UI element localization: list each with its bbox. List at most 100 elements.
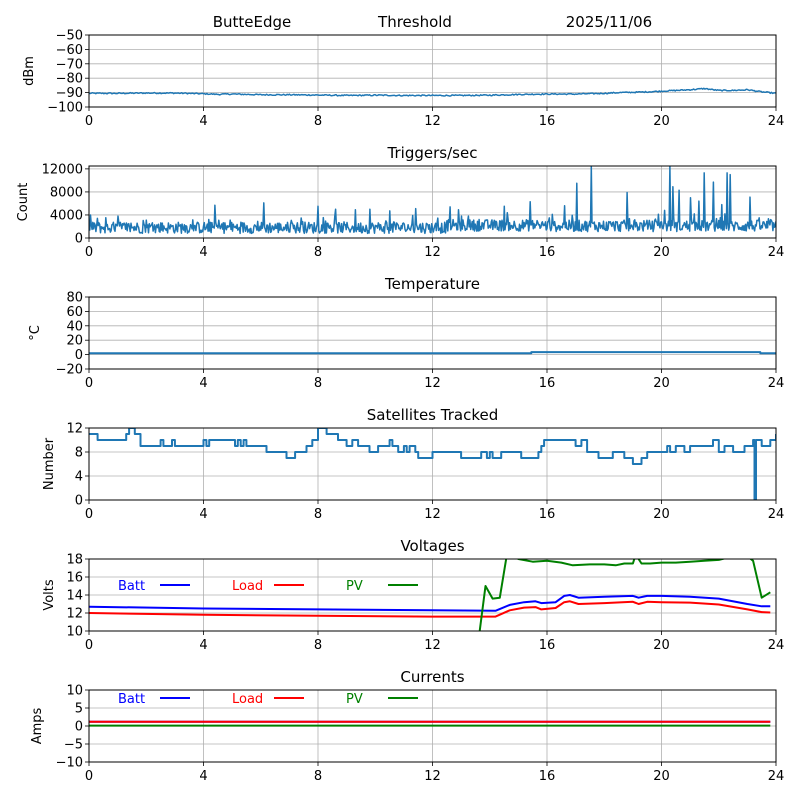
y-tick-label: −60	[56, 43, 83, 58]
x-tick-label: 0	[85, 769, 93, 784]
y-tick-label: 20	[66, 334, 83, 349]
panel-title: Satellites Tracked	[367, 406, 498, 424]
panel-voltages: Batt Load PV 0 4 8 12 16 20 24 10 12 14 16 18 Voltages V…	[42, 537, 784, 653]
header-date: 2025/11/06	[566, 13, 652, 31]
legend-label-pv: PV	[346, 692, 363, 707]
x-tick-label: 16	[539, 376, 556, 391]
x-tick-label: 16	[539, 638, 556, 653]
y-tick-label: −90	[56, 86, 83, 101]
y-axis-label: Amps	[30, 707, 45, 744]
y-tick-label: 10	[66, 684, 83, 699]
x-tick-label: 0	[85, 114, 93, 129]
y-tick-label: 0	[75, 720, 83, 735]
legend-label-batt: Batt	[118, 579, 145, 594]
y-tick-label: −50	[56, 29, 83, 44]
series-line-satellites	[89, 428, 776, 500]
series-line-pv	[478, 559, 771, 631]
x-tick-label: 12	[424, 376, 441, 391]
y-tick-label: 8000	[50, 185, 83, 200]
x-tick-label: 20	[653, 114, 670, 129]
x-tick-label: 24	[768, 638, 785, 653]
y-tick-label: −70	[56, 57, 83, 72]
y-tick-label: 10	[66, 625, 83, 640]
y-tick-label: 16	[66, 571, 83, 586]
y-axis-label: Number	[42, 437, 57, 490]
y-tick-label: −5	[64, 738, 83, 753]
x-tick-label: 16	[539, 769, 556, 784]
y-tick-label: −10	[56, 756, 83, 771]
y-tick-label: 40	[66, 319, 83, 334]
x-tick-label: 4	[199, 638, 207, 653]
y-tick-label: 8	[75, 446, 83, 461]
x-tick-label: 16	[539, 245, 556, 260]
y-tick-label: 12	[66, 607, 83, 622]
legend-label-batt: Batt	[118, 692, 145, 707]
panel-satellites: 0 4 8 12 16 20 24 0 4 8 12 Satellites Tracked Number	[42, 406, 784, 522]
y-axis-label: Volts	[42, 579, 57, 611]
y-tick-label: 18	[66, 553, 83, 568]
series-line-rssi	[89, 87, 776, 97]
legend-label-load: Load	[232, 692, 263, 707]
y-tick-label: 5	[75, 702, 83, 717]
series-line-batt	[89, 594, 771, 612]
x-tick-label: 24	[768, 769, 785, 784]
x-tick-label: 24	[768, 507, 785, 522]
x-tick-label: 16	[539, 114, 556, 129]
panel-title: Currents	[400, 668, 464, 686]
y-tick-label: −100	[47, 101, 83, 116]
panel-rssi: 0 4 8 12 16 20 24 −100−90−80−70−60−50 dBm	[22, 29, 784, 130]
y-tick-label: −20	[56, 363, 83, 378]
legend-label-load: Load	[232, 579, 263, 594]
x-tick-label: 4	[199, 769, 207, 784]
x-tick-label: 8	[314, 638, 322, 653]
x-tick-label: 24	[768, 245, 785, 260]
x-tick-label: 8	[314, 769, 322, 784]
x-tick-label: 8	[314, 114, 322, 129]
y-tick-label: 0	[75, 348, 83, 363]
x-tick-label: 24	[768, 376, 785, 391]
header-station: ButteEdge	[213, 13, 292, 31]
panel-title: Voltages	[400, 537, 464, 555]
y-tick-label: −80	[56, 72, 83, 87]
y-axis-label: Count	[16, 183, 31, 222]
x-tick-label: 8	[314, 245, 322, 260]
x-tick-label: 20	[653, 769, 670, 784]
y-axis-label: °C	[28, 325, 43, 341]
x-tick-label: 20	[653, 245, 670, 260]
y-tick-label: 0	[75, 494, 83, 509]
y-tick-label: 12	[66, 422, 83, 437]
y-tick-label: 4	[75, 470, 83, 485]
series-line-triggers	[89, 166, 776, 235]
x-tick-label: 8	[314, 376, 322, 391]
y-axis-label: dBm	[22, 56, 37, 86]
series-line-temperature	[89, 351, 776, 355]
x-tick-label: 0	[85, 376, 93, 391]
x-tick-label: 12	[424, 114, 441, 129]
x-tick-label: 12	[424, 245, 441, 260]
x-tick-label: 4	[199, 114, 207, 129]
x-tick-label: 0	[85, 245, 93, 260]
legend-label-pv: PV	[346, 579, 363, 594]
y-tick-label: 0	[75, 232, 83, 247]
x-tick-label: 0	[85, 638, 93, 653]
y-tick-label: 14	[66, 589, 83, 604]
x-tick-label: 20	[653, 507, 670, 522]
x-tick-label: 12	[424, 507, 441, 522]
x-tick-label: 4	[199, 376, 207, 391]
x-tick-label: 16	[539, 507, 556, 522]
panel-triggers: 0 4 8 12 16 20 24 0 4000 8000 12000 Triggers/sec Cou…	[16, 144, 784, 260]
x-tick-label: 4	[199, 507, 207, 522]
panel-currents: Batt Load PV 0 4 8 12 16 20 24 −10 −5 0 5 10 Currents Am…	[30, 668, 784, 784]
header-mode: Threshold	[377, 13, 452, 31]
x-tick-label: 12	[424, 769, 441, 784]
y-tick-label: 60	[66, 305, 83, 320]
series-line-load	[89, 600, 771, 618]
y-tick-label: 80	[66, 291, 83, 306]
panel-title: Temperature	[384, 275, 480, 293]
x-tick-label: 20	[653, 376, 670, 391]
x-tick-label: 8	[314, 507, 322, 522]
x-tick-label: 0	[85, 507, 93, 522]
